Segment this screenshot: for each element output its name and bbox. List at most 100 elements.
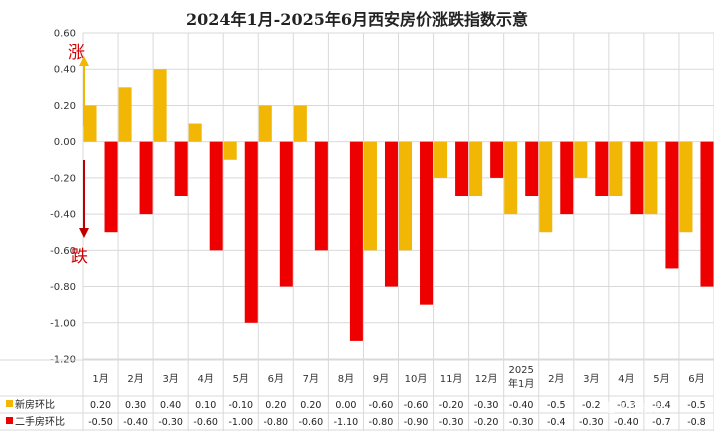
category-label: 9月 (373, 373, 389, 385)
data-table-value: -0.40 (509, 400, 534, 411)
new-home-bar (434, 141, 448, 178)
legend-label: 新房环比 (15, 398, 55, 411)
data-table-value: -0.3 (617, 400, 636, 411)
resale-bar (174, 141, 188, 196)
new-home-bar (223, 141, 237, 160)
resale-bar (349, 141, 363, 341)
new-home-bar (644, 141, 658, 215)
category-label: 5月 (233, 373, 249, 385)
new-home-bar (83, 105, 97, 142)
data-table-value: -0.40 (614, 417, 639, 428)
y-tick-label: 0.40 (54, 65, 76, 76)
resale-bar (700, 141, 714, 287)
data-table-value: -0.60 (193, 417, 218, 428)
data-table-value: 0.20 (265, 400, 286, 411)
resale-bar (455, 141, 469, 196)
data-table-value: -0.50 (88, 417, 113, 428)
new-home-bar (188, 123, 202, 142)
chart-title: 2024年1月-2025年6月西安房价涨跌指数示意 (186, 10, 528, 29)
category-label: 5月 (653, 373, 669, 385)
data-table-value: 0.00 (335, 400, 356, 411)
new-home-bar (293, 105, 307, 142)
new-home-bar (504, 141, 518, 215)
category-label: 2月 (548, 373, 564, 385)
data-table-value: -0.20 (474, 417, 499, 428)
category-label: 3月 (162, 373, 178, 385)
resale-bar (490, 141, 504, 178)
resale-bar (209, 141, 223, 251)
legend-swatch-resale (6, 417, 13, 424)
category-label: 3月 (583, 373, 599, 385)
resale-bar (279, 141, 293, 287)
data-table-value: -1.00 (228, 417, 253, 428)
y-tick-label: -1.00 (50, 318, 76, 329)
new-home-bar (399, 141, 413, 251)
data-table-value: -0.80 (369, 417, 394, 428)
category-label: 6月 (688, 373, 704, 385)
data-table-value: -0.60 (299, 417, 324, 428)
data-table-value: -0.30 (439, 417, 464, 428)
resale-bar (525, 141, 539, 196)
new-home-bar (469, 141, 483, 196)
data-table-value: -0.8 (687, 417, 706, 428)
category-label: 11月 (440, 373, 463, 385)
category-label: 7月 (303, 373, 319, 385)
new-home-bar (574, 141, 588, 178)
data-table-value: -0.20 (439, 400, 464, 411)
data-table-value: -0.7 (652, 417, 671, 428)
data-table-value: -0.4 (547, 417, 566, 428)
data-table-value: 0.30 (125, 400, 146, 411)
data-table-value: -0.5 (547, 400, 566, 411)
rise-annotation: 涨 (68, 43, 85, 63)
data-table-value: -1.10 (334, 417, 359, 428)
data-table-value: -0.2 (582, 400, 601, 411)
new-home-bar (118, 87, 132, 142)
data-table-value: -0.60 (369, 400, 394, 411)
data-table-value: -0.80 (264, 417, 289, 428)
data-table-value: -0.40 (123, 417, 148, 428)
resale-bar (420, 141, 434, 305)
y-tick-label: 0.20 (54, 101, 76, 112)
new-home-bar (679, 141, 693, 233)
data-table-value: 0.20 (300, 400, 321, 411)
data-table-value: -0.90 (404, 417, 429, 428)
resale-bar (595, 141, 609, 196)
category-label: 12月 (475, 373, 498, 385)
data-table-value: -0.4 (652, 400, 671, 411)
y-tick-label: -0.20 (50, 173, 76, 184)
data-table-value: -0.30 (579, 417, 604, 428)
fall-annotation: 跌 (71, 247, 88, 267)
data-table-value: -0.10 (228, 400, 253, 411)
rise-arrowhead (79, 56, 89, 66)
resale-bar (314, 141, 328, 251)
y-tick-label: -0.40 (50, 210, 76, 221)
data-table-value: 0.20 (90, 400, 111, 411)
category-label: 2025 年1月 (508, 365, 534, 390)
data-table-value: -0.30 (158, 417, 183, 428)
resale-bar (665, 141, 679, 269)
resale-bar (139, 141, 153, 215)
resale-bar (630, 141, 644, 215)
category-label: 10月 (405, 373, 428, 385)
legend-label: 二手房环比 (15, 415, 65, 428)
category-label: 4月 (618, 373, 634, 385)
category-label: 4月 (198, 373, 214, 385)
y-tick-label: -0.60 (50, 246, 76, 257)
resale-bar (560, 141, 574, 215)
y-tick-label: 0.60 (54, 29, 76, 40)
watermark: 老王说楼市 (604, 400, 664, 415)
resale-bar (104, 141, 118, 233)
fall-arrowhead (79, 228, 89, 238)
category-label: 2月 (127, 373, 143, 385)
new-home-bar (258, 105, 272, 142)
category-label: 6月 (268, 373, 284, 385)
category-label: 1月 (92, 373, 108, 385)
data-table-value: 0.40 (160, 400, 181, 411)
new-home-bar (609, 141, 623, 196)
y-tick-label: -0.80 (50, 282, 76, 293)
data-table-value: -0.60 (404, 400, 429, 411)
y-tick-label: 0.00 (54, 137, 76, 148)
data-table-value: -0.30 (474, 400, 499, 411)
new-home-bar (153, 69, 167, 142)
